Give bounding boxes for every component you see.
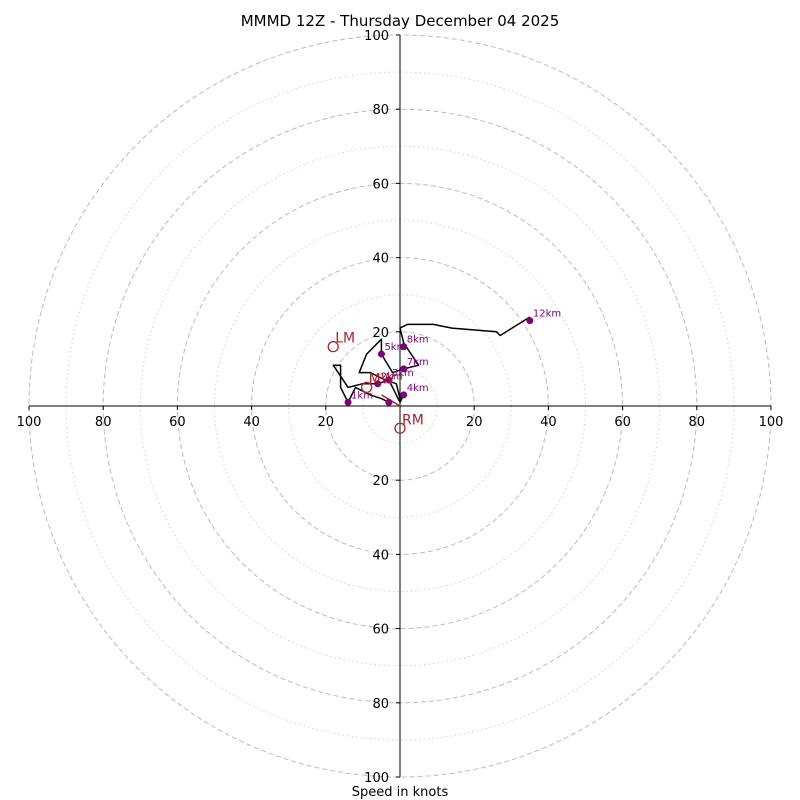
y-tick-label: 20: [372, 326, 389, 341]
storm-motion-label: LM: [335, 331, 355, 347]
x-tick-label: 80: [689, 415, 706, 430]
height-marker-label: 4km: [407, 383, 429, 394]
height-marker-dot: [400, 343, 408, 351]
storm-motion-label: MW: [369, 371, 395, 387]
height-marker-dot: [374, 380, 382, 388]
height-marker-dot: [385, 376, 393, 384]
storm-motion-label: RM: [402, 412, 424, 428]
storm-motion-marker: [394, 422, 406, 434]
height-marker-dot: [385, 398, 393, 406]
y-tick-label: 20: [372, 474, 389, 489]
height-marker-dot: [400, 391, 408, 399]
height-marker-label: 7km: [407, 357, 429, 368]
y-tick-label: 40: [372, 252, 389, 267]
x-tick-label: 60: [614, 415, 631, 430]
height-marker-label: 12km: [533, 309, 561, 320]
storm-motion-marker: [327, 340, 339, 353]
x-tick-label: 100: [17, 415, 42, 430]
chart-title: MMMD 12Z - Thursday December 04 2025: [241, 12, 560, 30]
height-marker-label: 5km: [384, 342, 406, 353]
x-tick-label: 20: [318, 415, 335, 430]
storm-motion-markers: LM RM MW: [327, 331, 424, 434]
x-tick-label: 60: [169, 415, 186, 430]
x-tick-label: 40: [540, 415, 557, 430]
height-marker-label: 3km: [392, 368, 414, 379]
x-tick-label: 100: [759, 415, 784, 430]
y-tick-label: 80: [372, 103, 389, 118]
tick-labels: 100 100 80 80 60 60 40 40 20 20 20 20 40 40 60 60 80 80 10…: [17, 29, 784, 786]
y-tick-label: 60: [372, 623, 389, 638]
storm-motion-marker: [360, 381, 373, 394]
height-marker-dot: [400, 365, 408, 373]
y-tick-label: 100: [364, 29, 389, 44]
height-marker-dot: [377, 350, 385, 358]
x-axis-label: Speed in knots: [352, 785, 449, 800]
height-marker-dot: [344, 398, 352, 406]
x-tick-label: 20: [466, 415, 483, 430]
height-marker-dot: [526, 317, 534, 325]
y-tick-label: 80: [372, 697, 389, 712]
y-tick-label: 40: [372, 548, 389, 563]
y-tick-label: 100: [364, 771, 389, 786]
x-tick-label: 80: [95, 415, 112, 430]
x-tick-label: 40: [243, 415, 260, 430]
height-marker-label: 8km: [407, 335, 429, 346]
y-tick-label: 60: [372, 177, 389, 192]
height-marker-label: 1km: [351, 390, 373, 401]
height-marker-label: 2km: [381, 372, 403, 383]
